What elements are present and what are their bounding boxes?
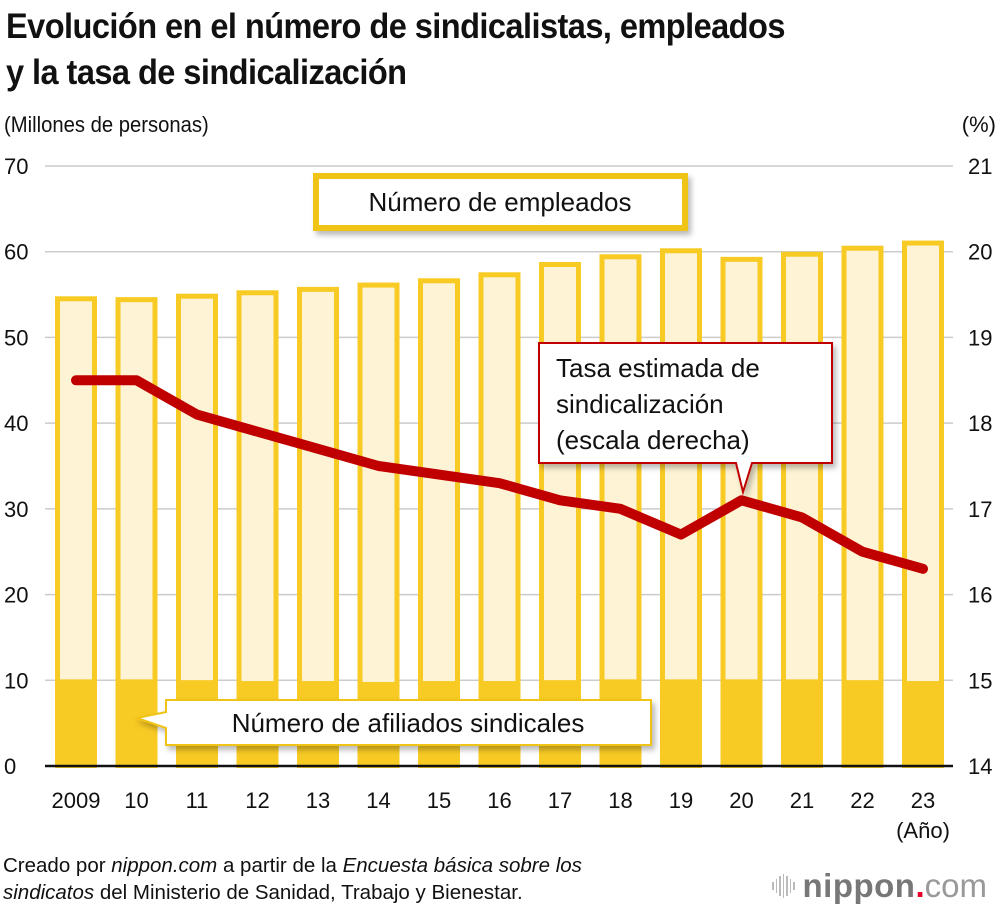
employees-bar-fill [241, 295, 274, 682]
employees-bar-fill [786, 256, 818, 680]
x-tick-label: 20 [729, 788, 753, 813]
left-axis-unit: (Millones de personas) [4, 112, 209, 137]
right-y-tick-label: 14 [968, 754, 992, 779]
right-y-tick-label: 18 [968, 411, 992, 436]
nippon-logo[interactable]: nippon. com [772, 866, 987, 906]
x-tick-label: 12 [245, 788, 269, 813]
rate-callout-box [538, 342, 833, 496]
logo-wordmark: nippon [802, 867, 916, 904]
source-note: Creado por nippon.com a partir de la Enc… [3, 852, 582, 906]
union-members-bar [660, 679, 702, 768]
source-italic-survey-2: sindicatos [3, 881, 95, 904]
x-tick-label: 15 [427, 788, 451, 813]
employees-bar-fill [423, 283, 455, 682]
x-tick-label: 23 [911, 788, 935, 813]
employees-bar-fill [362, 287, 395, 682]
employees-bar-fill [907, 245, 939, 682]
left-y-tick-label: 50 [4, 325, 28, 350]
x-tick-label: 21 [790, 788, 814, 813]
right-y-tick-label: 20 [968, 240, 992, 265]
x-tick-label: 17 [548, 788, 572, 813]
x-tick-label: 16 [487, 788, 511, 813]
union-members-bar [841, 680, 884, 768]
left-y-tick-label: 70 [4, 154, 28, 179]
source-italic-survey: Encuesta básica sobre los [342, 854, 582, 877]
right-y-tick-label: 19 [968, 325, 992, 350]
x-tick-label: 22 [850, 788, 874, 813]
right-y-tick-label: 16 [968, 583, 992, 608]
left-y-axis-labels: 0 10 20 30 40 50 60 70 [4, 154, 28, 779]
chart-title: Evolución en el número de sindicalistas,… [6, 4, 927, 96]
left-y-tick-label: 0 [4, 754, 16, 779]
left-y-tick-label: 10 [4, 668, 28, 693]
logo-dot: . [915, 867, 925, 904]
left-y-tick-label: 20 [4, 583, 28, 608]
employees-bar-fill [181, 298, 213, 681]
union-members-bar [720, 679, 763, 768]
x-tick-label: 11 [186, 788, 209, 813]
employees-legend-box [313, 173, 688, 231]
logo-tld: com [924, 867, 987, 904]
left-y-tick-label: 40 [4, 411, 28, 436]
bar-series [55, 240, 944, 769]
right-y-tick-label: 15 [968, 668, 992, 693]
employees-bar-fill [604, 259, 637, 680]
x-tick-label: 13 [306, 788, 330, 813]
x-tick-label: 19 [669, 788, 693, 813]
x-tick-label: 10 [124, 788, 148, 813]
soundwave-icon [772, 874, 795, 898]
employees-bar-fill [544, 267, 576, 681]
source-text-3: del Ministerio de Sanidad, Trabajo y Bie… [94, 881, 523, 904]
members-callout-label: Número de afiliados sindicales [232, 708, 585, 738]
source-text-2: a partir de la [217, 854, 343, 877]
chart-title-line-2: y la tasa de sindicalización [6, 53, 407, 92]
chart-title-line-1: Evolución en el número de sindicalistas,… [6, 7, 785, 46]
employees-bar-fill [846, 250, 879, 681]
x-tick-label: 2009 [52, 788, 101, 813]
unionization-rate-line [71, 375, 928, 574]
union-members-bar [902, 681, 944, 768]
rate-callout-line-2: sindicalización [556, 389, 724, 419]
right-axis-unit: (%) [961, 112, 996, 137]
employees-bar-fill [665, 253, 697, 680]
rate-callout-line-1: Tasa estimada de [556, 353, 760, 383]
source-italic-nippon: nippon.com [111, 854, 218, 877]
right-y-axis-labels: 14 15 16 17 18 19 20 21 [968, 154, 992, 779]
employees-bar-fill [302, 291, 334, 682]
union-members-bar [115, 679, 158, 768]
x-tick-label: 14 [366, 788, 390, 813]
employees-bar-fill [120, 302, 153, 680]
union-members-bar [781, 679, 823, 768]
left-y-tick-label: 30 [4, 497, 28, 522]
union-members-bar [55, 679, 97, 768]
source-text-1: Creado por [3, 854, 112, 877]
members-callout-box [133, 699, 652, 746]
x-axis-title: (Año) [896, 818, 950, 843]
left-y-tick-label: 60 [4, 240, 28, 265]
employees-legend-label: Número de empleados [368, 187, 631, 217]
right-y-tick-label: 21 [968, 154, 992, 179]
x-tick-label: 18 [608, 788, 632, 813]
rate-callout-line-3: (escala derecha) [556, 425, 750, 455]
right-y-tick-label: 17 [968, 497, 992, 522]
employees-bar-fill [60, 301, 92, 680]
x-axis-labels: 2009 10 11 12 13 14 15 16 17 18 19 20 21 22 23 [52, 788, 936, 813]
